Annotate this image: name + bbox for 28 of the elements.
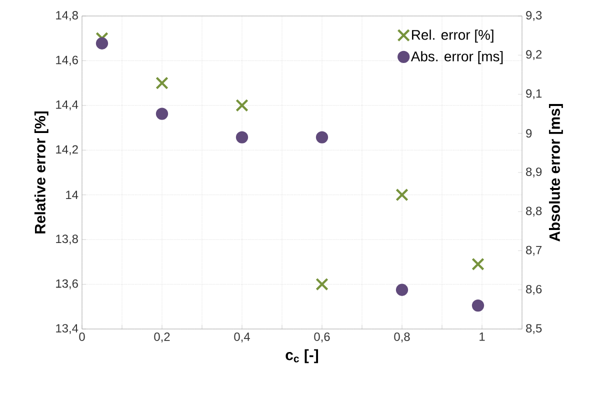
y2-tick-label: 9,1: [526, 89, 542, 100]
x-tick-label: 1: [480, 332, 485, 341]
y-tick-label: 14,8: [56, 11, 78, 21]
x-tick-label: 0,2: [154, 332, 170, 342]
y-tick-label: 13,4: [56, 324, 78, 334]
y2-tick-label: 8,5: [526, 324, 542, 334]
y2-tick-label: 8,8: [526, 206, 542, 217]
y-tick-label: 13,6: [56, 279, 78, 290]
legend-label: Abs. error [ms]: [410, 51, 503, 64]
y2-axis-title: Absolute error [ms]: [548, 104, 563, 242]
y2-tick-label: 9,3: [526, 11, 542, 21]
y-axis-title: Relative error [%]: [34, 111, 48, 234]
x-tick-label: 0,8: [394, 332, 410, 342]
x-tick-label: 0,6: [314, 332, 330, 342]
x-axis-title: c$_{c}$ [-]: [286, 349, 318, 364]
x-tick-label: 0: [79, 332, 85, 341]
y2-tick-label: 8,6: [526, 284, 542, 295]
legend-label: Rel. error [%]: [412, 30, 494, 43]
x-tick-label: 0,4: [234, 332, 250, 342]
y2-tick-label: 8,9: [526, 168, 542, 178]
y2-tick-label: 8,7: [526, 246, 542, 256]
y-tick-label: 14: [66, 190, 78, 199]
y2-tick-label: 9: [526, 129, 532, 138]
y2-tick-label: 9,2: [526, 50, 542, 60]
y-tick-label: 14,4: [56, 100, 78, 110]
y-tick-label: 13,8: [56, 234, 78, 245]
y-tick-label: 14,2: [56, 145, 78, 156]
y-tick-label: 14,6: [56, 56, 78, 66]
